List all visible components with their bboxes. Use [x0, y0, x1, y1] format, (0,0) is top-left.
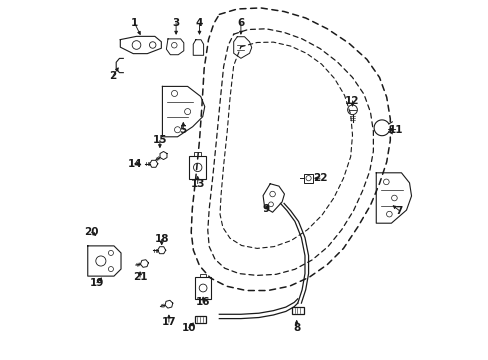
Bar — [195, 277, 211, 299]
Text: 2: 2 — [109, 71, 117, 81]
Text: 1: 1 — [131, 18, 138, 28]
Text: 7: 7 — [395, 206, 402, 216]
Text: 12: 12 — [345, 96, 359, 106]
Text: 3: 3 — [172, 18, 180, 28]
Bar — [194, 316, 206, 323]
Text: 6: 6 — [237, 18, 244, 28]
Text: 8: 8 — [292, 323, 300, 333]
Text: 16: 16 — [196, 297, 210, 307]
Text: 5: 5 — [179, 125, 186, 135]
Text: 13: 13 — [190, 179, 204, 189]
Text: 9: 9 — [262, 204, 269, 214]
Text: 4: 4 — [195, 18, 203, 28]
Text: 20: 20 — [84, 227, 99, 237]
Text: 10: 10 — [181, 323, 196, 333]
Text: 22: 22 — [312, 173, 326, 183]
Text: 11: 11 — [387, 125, 402, 135]
Bar — [194, 152, 201, 156]
Text: 17: 17 — [161, 317, 176, 327]
Text: 18: 18 — [154, 234, 169, 244]
Bar — [304, 174, 312, 183]
Text: 21: 21 — [133, 272, 147, 282]
Text: 14: 14 — [127, 159, 142, 169]
Bar — [200, 274, 206, 277]
Bar — [189, 156, 206, 179]
Text: 15: 15 — [152, 135, 167, 145]
Bar — [291, 307, 303, 314]
Text: 19: 19 — [89, 278, 104, 288]
